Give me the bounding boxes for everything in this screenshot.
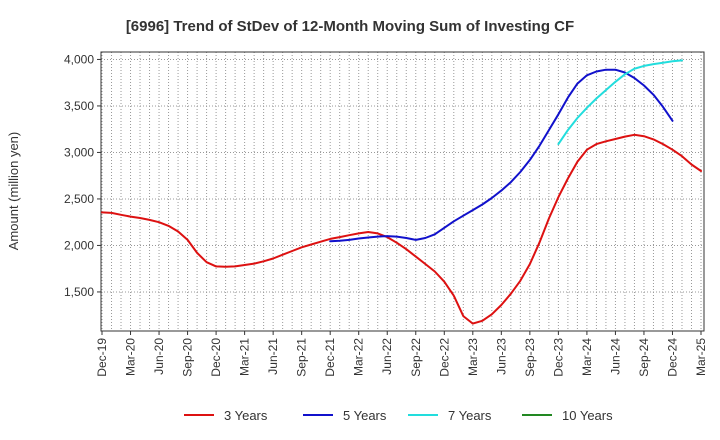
x-tick-label: Jun-22	[380, 338, 394, 375]
x-tick-label: Dec-19	[95, 338, 109, 377]
chart-title: [6996] Trend of StDev of 12-Month Moving…	[126, 18, 574, 35]
y-tick-label: 3,000	[64, 145, 94, 159]
y-tick-label: 2,000	[64, 238, 94, 252]
plot-area	[100, 51, 705, 332]
x-axis: Dec-19 Mar-20 Jun-20 Sep-20 Dec-20 Mar-21 Jun-…	[95, 331, 708, 377]
x-tick-label: Mar-22	[352, 338, 366, 376]
x-tick-label: Mar-24	[580, 338, 594, 376]
x-tick-label: Sep-23	[523, 338, 537, 377]
x-tick-label: Dec-23	[551, 338, 565, 377]
y-axis-label: Amount (million yen)	[6, 132, 21, 251]
x-tick-label: Dec-21	[323, 338, 337, 377]
series-line-3-years	[101, 133, 702, 325]
x-tick-label: Dec-24	[665, 338, 679, 377]
x-tick-label: Dec-20	[209, 338, 223, 377]
series-lines	[101, 59, 702, 325]
x-tick-label: Jun-23	[494, 338, 508, 375]
y-axis: 1,500 2,000 2,500 3,000 3,500 4,000	[64, 52, 101, 299]
series-line-5-years	[329, 68, 674, 243]
x-tick-label: Sep-20	[181, 338, 195, 377]
grid	[101, 52, 704, 331]
y-tick-label: 3,500	[64, 99, 94, 113]
legend-label-7-years: 7 Years	[448, 408, 492, 423]
x-tick-label: Mar-20	[124, 338, 138, 376]
x-tick-label: Mar-21	[238, 338, 252, 376]
legend: 3 Years 5 Years 7 Years 10 Years	[184, 408, 613, 423]
x-tick-label: Jun-21	[266, 338, 280, 375]
y-tick-label: 2,500	[64, 192, 94, 206]
y-tick-label: 1,500	[64, 285, 94, 299]
x-tick-label: Jun-24	[608, 338, 622, 375]
x-tick-label: Mar-25	[694, 338, 708, 376]
x-tick-label: Sep-24	[637, 338, 651, 377]
x-tick-label: Sep-22	[409, 338, 423, 377]
x-tick-label: Sep-21	[295, 338, 309, 377]
legend-label-5-years: 5 Years	[343, 408, 387, 423]
legend-label-3-years: 3 Years	[224, 408, 268, 423]
x-tick-label: Dec-22	[437, 338, 451, 377]
series-line-7-years	[557, 59, 683, 146]
x-tick-label: Jun-20	[152, 338, 166, 375]
x-tick-label: Mar-23	[466, 338, 480, 376]
legend-label-10-years: 10 Years	[562, 408, 613, 423]
y-tick-label: 4,000	[64, 52, 94, 66]
